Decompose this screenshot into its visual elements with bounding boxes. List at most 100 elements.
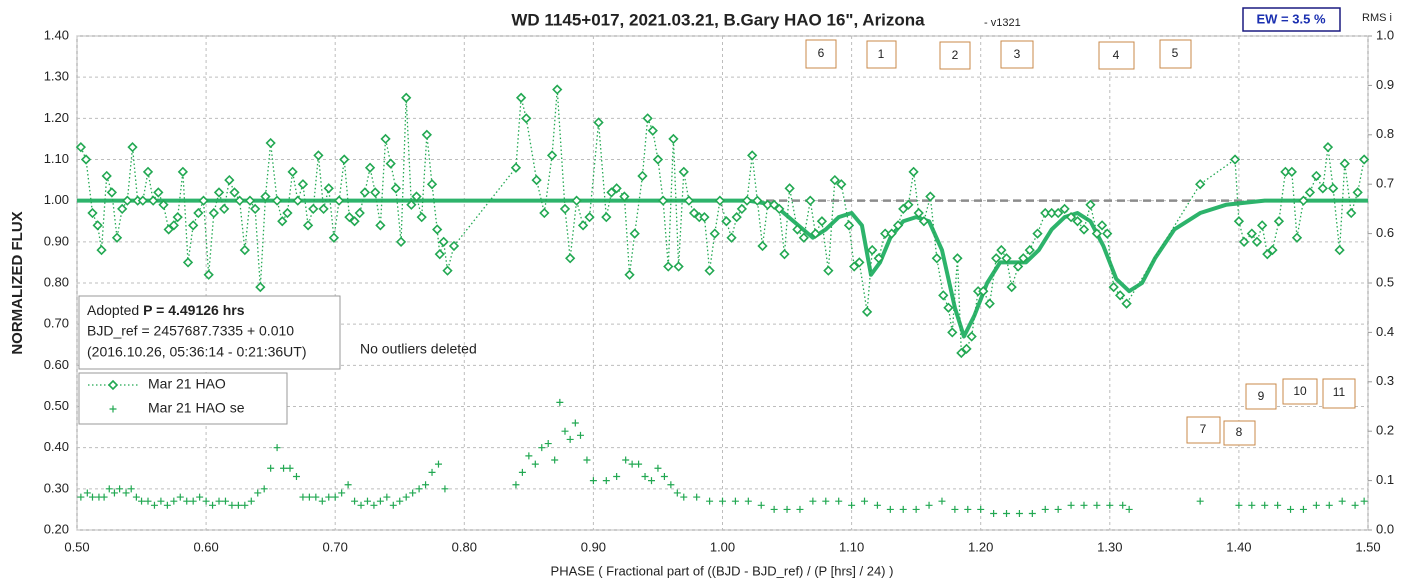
- diamond-marker: [380, 133, 391, 145]
- y-tick-label: 1.30: [44, 69, 69, 84]
- plus-marker: [305, 493, 313, 501]
- diamond-marker: [434, 249, 445, 260]
- plus-marker: [654, 464, 662, 472]
- diamond-marker: [798, 232, 809, 243]
- annotation-box: [1186, 416, 1221, 444]
- plus-marker: [434, 460, 442, 468]
- plus-marker: [641, 472, 649, 480]
- diamond-marker: [736, 203, 747, 215]
- y-tick-label: 1.00: [44, 192, 69, 207]
- diamond-marker: [172, 212, 183, 223]
- y-tick-label: 0.80: [44, 274, 69, 289]
- diamond-marker: [182, 257, 194, 268]
- plus-marker: [561, 427, 569, 435]
- diamond-marker: [642, 113, 653, 124]
- plus-marker: [673, 489, 681, 497]
- diamond-marker: [611, 183, 622, 194]
- diamond-marker: [323, 183, 334, 194]
- diamond-marker: [956, 347, 967, 359]
- plus-marker: [576, 431, 584, 439]
- diamond-marker: [931, 253, 942, 264]
- plus-marker: [770, 505, 778, 513]
- diamond-marker: [886, 228, 897, 239]
- plus-marker: [551, 456, 559, 464]
- diamond-marker: [731, 212, 742, 223]
- diamond-marker: [208, 207, 219, 219]
- diamond-marker: [1286, 166, 1297, 177]
- plus-marker: [389, 501, 397, 509]
- plus-marker: [1028, 510, 1036, 518]
- plus-marker: [613, 472, 621, 480]
- plus-marker: [1119, 501, 1127, 509]
- plus-marker: [647, 477, 655, 485]
- plus-marker: [138, 497, 146, 505]
- diamond-marker: [1267, 244, 1278, 256]
- diamond-marker: [432, 224, 443, 235]
- diamond-marker: [606, 187, 617, 198]
- diamond-marker: [1032, 228, 1043, 239]
- plus-marker: [209, 501, 217, 509]
- x-tick-label: 1.00: [710, 539, 735, 554]
- diamond-marker: [442, 265, 453, 276]
- plus-marker: [109, 405, 117, 413]
- diamond-marker: [250, 203, 261, 215]
- plus-marker: [299, 493, 307, 501]
- plus-marker: [170, 497, 178, 505]
- y2-tick-label: 0.0: [1376, 521, 1394, 536]
- y-tick-label: 1.40: [44, 27, 69, 42]
- annotation: 1: [878, 47, 885, 61]
- plus-marker: [531, 460, 539, 468]
- annotation-box: [1000, 40, 1034, 69]
- annotation: 9: [1258, 389, 1265, 403]
- plus-marker: [441, 485, 449, 493]
- diamond-marker: [938, 290, 949, 301]
- plus-marker: [215, 497, 223, 505]
- diamond-marker: [1006, 281, 1017, 293]
- diamond-marker: [1091, 228, 1103, 239]
- annotation: 7: [1200, 422, 1207, 436]
- plus-marker: [1338, 497, 1346, 505]
- plus-marker: [589, 477, 597, 485]
- diamond-marker: [75, 142, 87, 153]
- note: No outliers deleted: [360, 341, 477, 357]
- diamond-marker: [1339, 158, 1350, 169]
- plus-marker: [280, 464, 288, 472]
- diamond-marker: [1262, 249, 1273, 260]
- diamond-marker: [1298, 195, 1309, 206]
- plus-marker: [1351, 501, 1359, 509]
- diamond-marker: [721, 216, 732, 227]
- plus-marker: [1106, 501, 1114, 509]
- y2-tick-label: 0.3: [1376, 373, 1394, 388]
- diamond-marker: [1096, 220, 1108, 231]
- legend-label: Mar 21 HAO se: [148, 400, 245, 416]
- plus-marker: [260, 485, 268, 493]
- plus-marker: [383, 493, 391, 501]
- plus-marker: [110, 489, 118, 497]
- annotation-box: [939, 41, 971, 70]
- diamond-marker: [552, 84, 563, 95]
- diamond-marker: [961, 343, 972, 354]
- y-tick-label: 1.10: [44, 151, 69, 166]
- plus-marker: [163, 501, 171, 509]
- annotation: 3: [1014, 47, 1021, 61]
- diamond-marker: [546, 150, 558, 161]
- y2-tick-label: 1.0: [1376, 27, 1394, 42]
- diamond-marker: [328, 232, 340, 243]
- diamond-marker: [406, 199, 417, 210]
- plus-marker: [402, 493, 410, 501]
- diamond-marker: [823, 265, 834, 276]
- diamond-marker: [678, 166, 689, 177]
- y2-tick-label: 0.7: [1376, 176, 1394, 191]
- diamond-marker: [193, 207, 204, 219]
- plus-marker: [116, 485, 124, 493]
- plus-marker: [273, 444, 281, 452]
- model-curve: [77, 198, 1368, 339]
- plus-marker: [602, 477, 610, 485]
- diamond-marker: [448, 240, 460, 252]
- plus-marker: [144, 497, 152, 505]
- legend: Mar 21 HAO Mar 21 HAO se: [78, 372, 288, 425]
- diamond-marker: [1053, 207, 1064, 219]
- diamond-marker: [943, 302, 954, 313]
- diamond-marker: [234, 195, 245, 206]
- plus-marker: [196, 493, 204, 501]
